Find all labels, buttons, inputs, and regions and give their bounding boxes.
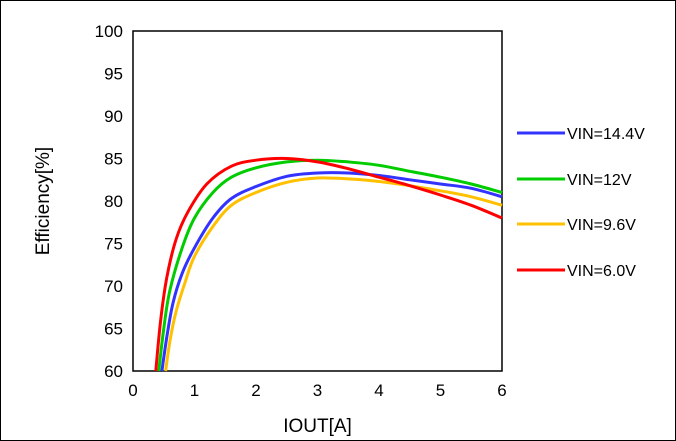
legend-label: VIN=12V — [567, 172, 632, 189]
y-tick-label: 90 — [104, 107, 123, 126]
y-tick-label: 85 — [104, 150, 123, 169]
series-line-2 — [164, 176, 503, 372]
x-tick-label: 6 — [497, 381, 506, 400]
y-tick-labels: 60 65 70 75 80 85 90 95 100 — [95, 22, 123, 381]
x-tick-label: 3 — [313, 381, 322, 400]
y-tick-label: 80 — [104, 192, 123, 211]
y-tick-label: 95 — [104, 65, 123, 84]
y-tick-label: 60 — [104, 362, 123, 381]
series-line-1 — [157, 158, 503, 372]
x-tick-label: 1 — [190, 381, 199, 400]
x-axis-title: IOUT[A] — [283, 416, 352, 437]
y-tick-label: 70 — [104, 277, 123, 296]
x-tick-label: 4 — [374, 381, 383, 400]
series-line-3 — [154, 156, 503, 372]
y-axis-title: Efficiency[%] — [33, 147, 54, 255]
x-tick-label: 0 — [128, 381, 137, 400]
series-line-0 — [160, 171, 503, 372]
y-tick-label: 75 — [104, 235, 123, 254]
y-tick-label: 100 — [95, 22, 123, 41]
y-tick-label: 65 — [104, 320, 123, 339]
series-lines — [154, 156, 503, 372]
legend: VIN=14.4V VIN=12V VIN=9.6V VIN=6.0V — [517, 126, 645, 280]
x-tick-label: 2 — [251, 381, 260, 400]
legend-label: VIN=6.0V — [567, 263, 636, 280]
x-tick-labels: 0 1 2 3 4 5 6 — [128, 381, 506, 400]
legend-label: VIN=9.6V — [567, 217, 636, 234]
x-tick-label: 5 — [436, 381, 445, 400]
legend-label: VIN=14.4V — [567, 126, 645, 143]
plot-area — [132, 30, 503, 372]
